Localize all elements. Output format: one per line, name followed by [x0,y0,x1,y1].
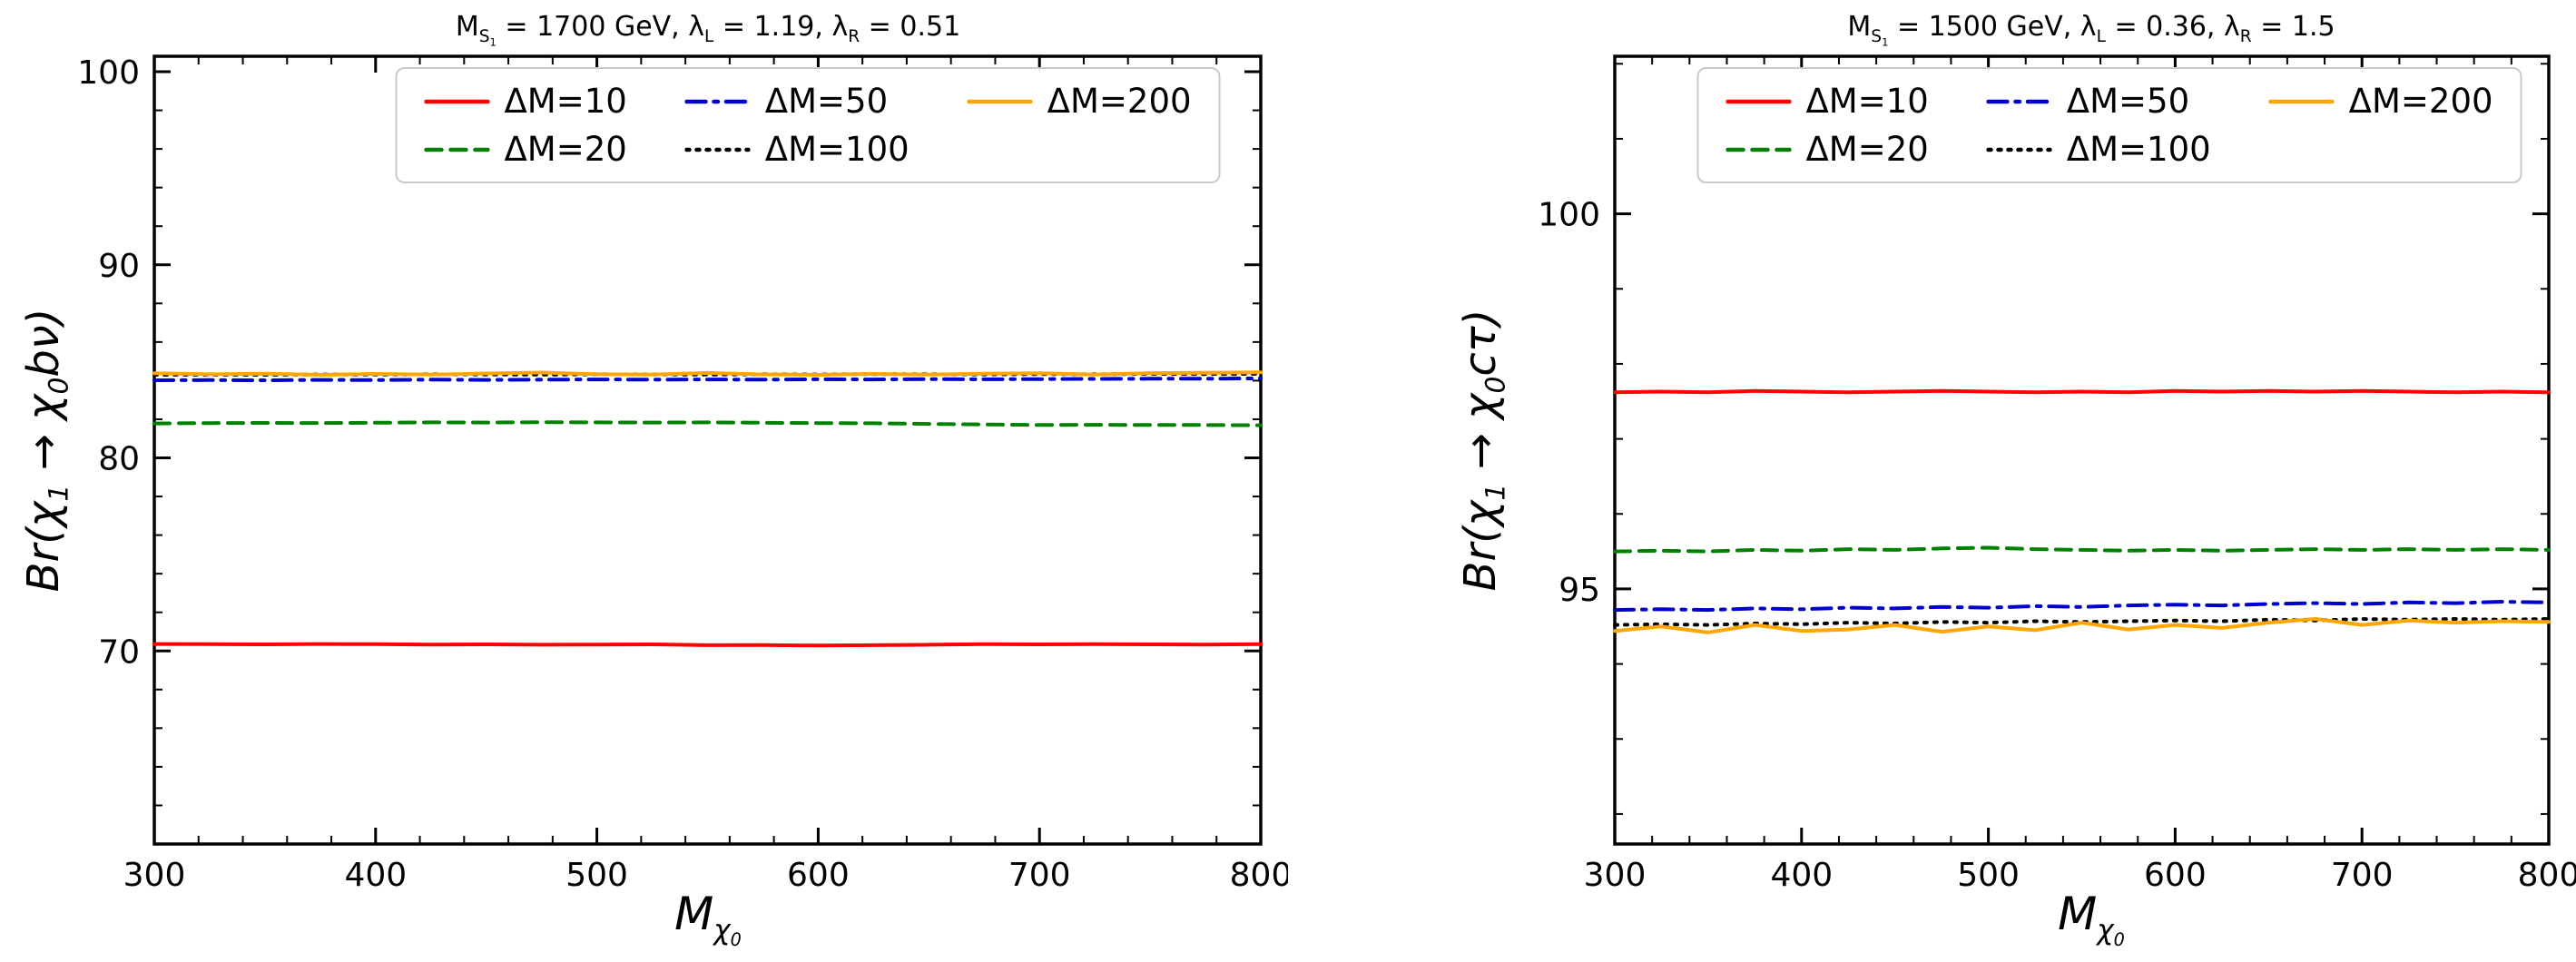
chart-panel-left: 300 400 500 600 700 800 70 80 90 100 MS1 = 1700 G… [18,11,1288,951]
legend-label: ΔM=50 [764,82,889,121]
chart-title: MS1 = 1500 GeV, λL = 0.36, λR = 1.5 [1847,11,2335,49]
legend-line-sample [684,147,751,152]
legend-item: ΔM=20 [1726,130,1929,169]
legend-label: ΔM=20 [504,130,627,169]
legend-label: ΔM=50 [2066,82,2190,121]
legend-item: ΔM=200 [967,82,1192,121]
legend-label: ΔM=100 [764,130,909,169]
legend-line-sample [2268,99,2335,103]
legend: ΔM=10 ΔM=20 ΔM=50 ΔM=100 [1696,67,2522,183]
legend-item: ΔM=10 [1726,82,1929,121]
plot-area: 300 400 500 600 700 800 95 100 [1538,54,2576,894]
y-tick-label: 70 [98,633,140,671]
y-axis-label: Br(χ1 → χ0bν) [18,308,75,593]
axes-frame [152,54,1263,846]
y-axis-label: Br(χ1 → χ0cτ) [1455,309,1512,592]
y-tick-label: 100 [1538,197,1600,234]
y-tick-label: 95 [1558,572,1600,609]
x-axis-label: Mχ0 [2058,888,2125,951]
legend-line-sample [1726,147,1792,152]
x-tick-label: 800 [2518,857,2576,894]
series-line [1613,617,2551,634]
legend-item: ΔM=200 [2268,82,2493,121]
legend-item: ΔM=50 [1986,82,2211,121]
legend-item: ΔM=100 [1986,130,2211,169]
x-tick-label: 500 [1957,857,2020,894]
chart-panel-right: 300 400 500 600 700 800 95 100 MS1 = 1500 GeV, … [1288,0,2576,962]
legend-label: ΔM=200 [1047,82,1192,121]
legend-line-sample [1726,99,1792,103]
legend-line-sample [1986,147,2052,152]
x-tick-label: 500 [565,857,628,894]
legend-label: ΔM=10 [1805,82,1929,121]
axes-frame [1613,54,2551,846]
series-line [152,370,1263,377]
legend-column: ΔM=200 [967,82,1192,121]
x-tick-label: 400 [1770,857,1833,894]
x-tick-label: 400 [344,857,407,894]
legend: ΔM=10 ΔM=20 ΔM=50 ΔM=100 [395,67,1221,183]
x-tick-label: 700 [1008,857,1071,894]
legend-line-sample [684,99,751,103]
y-tick-label: 80 [98,441,140,478]
series-line [1613,617,2551,627]
legend-column: ΔM=10 ΔM=20 [424,82,627,169]
x-tick-label: 300 [1584,857,1647,894]
legend-line-sample [1986,99,2052,103]
series-line [1613,545,2551,554]
legend-label: ΔM=20 [1805,130,1929,169]
legend-column: ΔM=50 ΔM=100 [1986,82,2211,169]
legend-column: ΔM=200 [2268,82,2493,121]
plot-area: 300 400 500 600 700 800 70 80 90 100 [77,54,1288,894]
legend-item: ΔM=20 [424,130,627,169]
series-line [152,642,1263,648]
chart-title: MS1 = 1700 GeV, λL = 1.19, λR = 0.51 [455,11,961,49]
x-tick-label: 800 [1230,857,1288,894]
legend-label: ΔM=200 [2348,82,2493,121]
x-tick-label: 700 [2331,857,2394,894]
x-axis-label: Mχ0 [674,888,742,951]
legend-line-sample [424,147,490,152]
x-tick-label: 300 [123,857,186,894]
legend-column: ΔM=10 ΔM=20 [1726,82,1929,169]
legend-label: ΔM=100 [2066,130,2211,169]
legend-item: ΔM=10 [424,82,627,121]
x-tick-label: 600 [787,857,850,894]
legend-item: ΔM=50 [684,82,909,121]
y-tick-label: 100 [77,54,140,92]
x-tick-label: 600 [2144,857,2207,894]
series-line [1613,600,2551,613]
series-line [152,376,1263,382]
series-line [152,420,1263,427]
y-tick-label: 90 [98,248,140,285]
legend-label: ΔM=10 [504,82,627,121]
legend-item: ΔM=100 [684,130,909,169]
legend-line-sample [967,99,1033,103]
series-line [1613,388,2551,395]
legend-line-sample [424,99,490,103]
legend-column: ΔM=50 ΔM=100 [684,82,909,169]
